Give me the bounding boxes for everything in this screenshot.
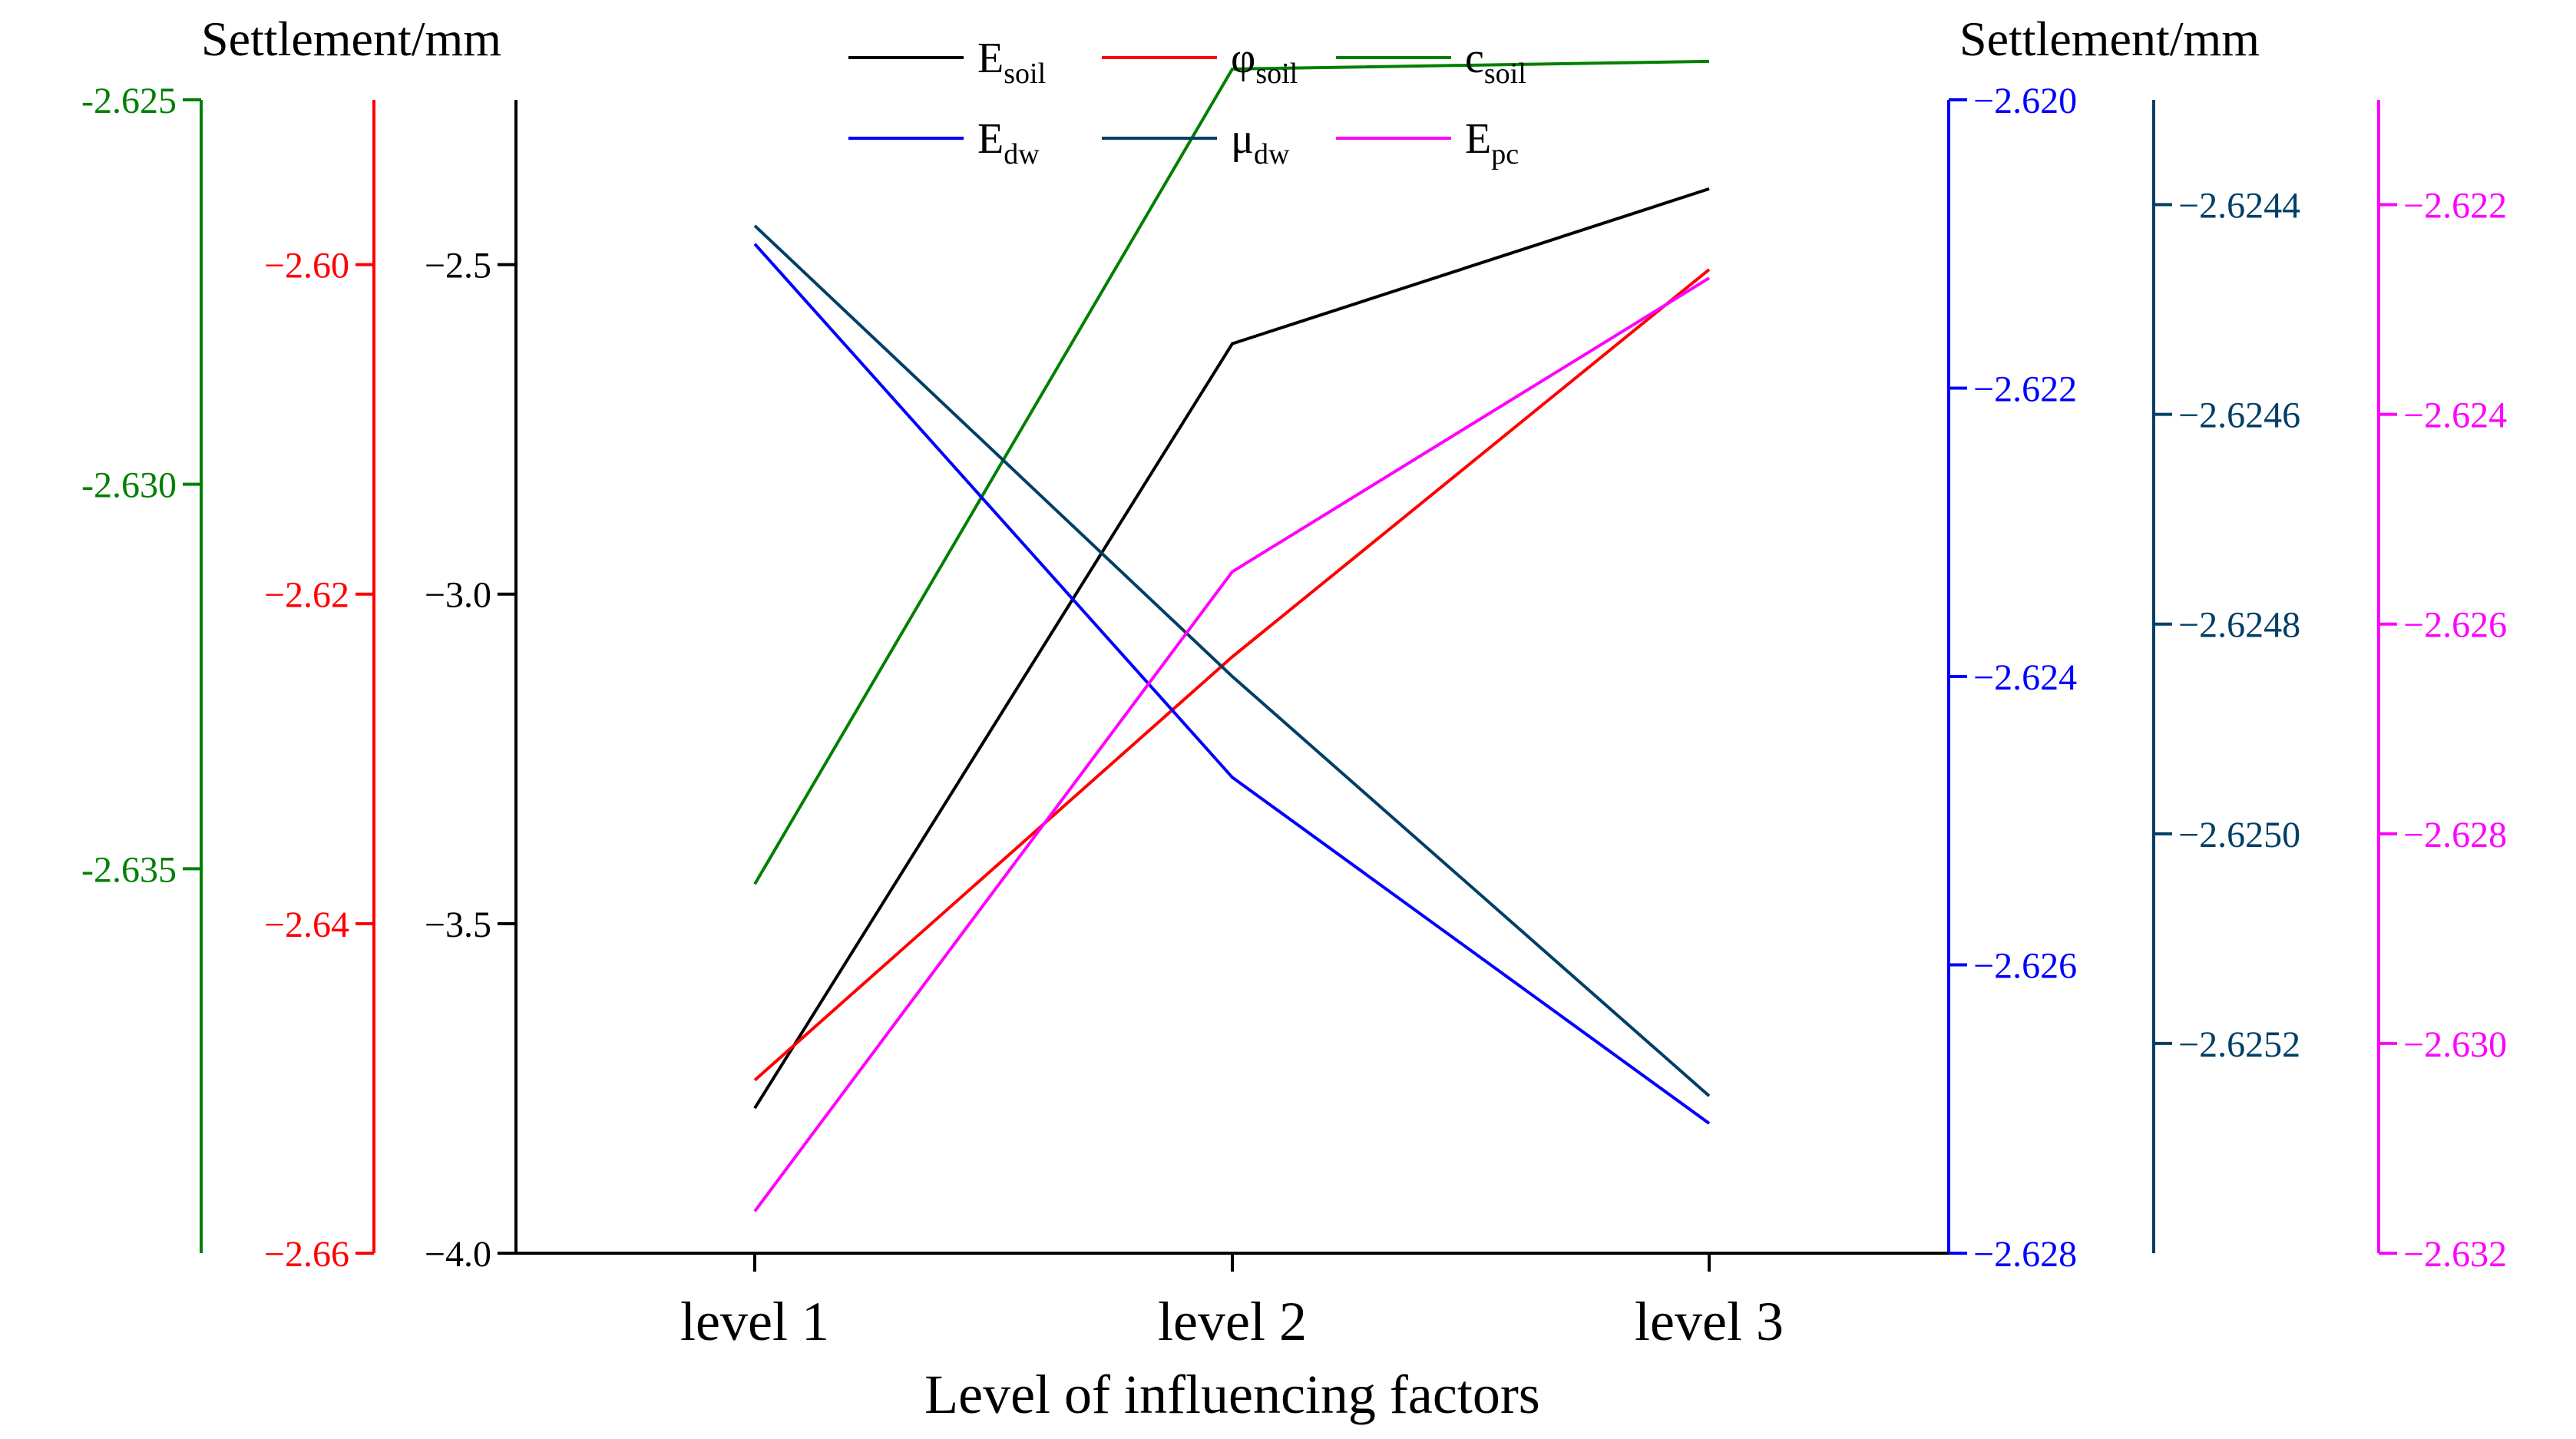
x-tick-label: level 3 bbox=[1635, 1291, 1784, 1352]
series-line--dw-4 bbox=[753, 224, 1711, 1097]
phi-soil-axis: −2.60 −2.62 −2.64 −2.66 bbox=[264, 100, 375, 1275]
tick-label: −3.0 bbox=[425, 575, 491, 616]
series-line-E-soil-0 bbox=[753, 187, 1710, 1110]
tick-label: −2.6248 bbox=[2178, 605, 2300, 646]
tick-label: −2.624 bbox=[1973, 657, 2077, 698]
x-axis: level 1 level 2 level 3 bbox=[516, 1252, 1949, 1352]
x-tick-label: level 2 bbox=[1158, 1291, 1307, 1352]
series-line-E-dw-3 bbox=[753, 243, 1711, 1125]
tick-label: −2.622 bbox=[2403, 186, 2507, 227]
legend-label: Edw bbox=[977, 115, 1040, 170]
legend-subscript: dw bbox=[1004, 138, 1040, 170]
legend-label: Esoil bbox=[977, 35, 1046, 90]
tick-label: -2.625 bbox=[81, 81, 177, 121]
tick-label: −2.60 bbox=[264, 246, 349, 286]
right-axis-title: Settlement/mm bbox=[1959, 12, 2260, 66]
tick-label: -2.635 bbox=[81, 849, 177, 890]
tick-label: −2.66 bbox=[264, 1234, 349, 1275]
legend-label: csoil bbox=[1465, 35, 1526, 90]
tick-label: −2.6244 bbox=[2178, 186, 2300, 227]
legend-item: φsoil bbox=[1102, 35, 1298, 90]
tick-label: −2.62 bbox=[264, 575, 349, 616]
tick-label: −2.628 bbox=[2403, 815, 2507, 855]
legend-subscript: dw bbox=[1254, 138, 1290, 170]
x-axis-title: Level of influencing factors bbox=[924, 1364, 1540, 1425]
legend-item: Esoil bbox=[848, 35, 1046, 90]
legend-subscript: soil bbox=[1004, 58, 1046, 90]
tick-label: −2.5 bbox=[425, 246, 491, 286]
tick-label: −2.626 bbox=[2403, 605, 2507, 646]
legend-item: Epc bbox=[1336, 115, 1519, 170]
tick-label: −2.64 bbox=[264, 905, 349, 945]
tick-label: −2.620 bbox=[1973, 81, 2077, 121]
legend-item: Edw bbox=[848, 115, 1040, 170]
tick-label: -2.630 bbox=[81, 465, 177, 506]
c-soil-axis: -2.625 -2.630 -2.635 bbox=[81, 81, 203, 1253]
left-axis-title: Settlement/mm bbox=[201, 12, 501, 66]
x-tick-label: level 1 bbox=[680, 1291, 829, 1352]
tick-label: −2.624 bbox=[2403, 395, 2507, 436]
tick-label: −3.5 bbox=[425, 905, 491, 945]
tick-label: −2.6252 bbox=[2178, 1024, 2300, 1065]
series-line-c-soil-2 bbox=[753, 59, 1710, 885]
legend-label: Epc bbox=[1465, 115, 1519, 170]
legend-subscript: soil bbox=[1255, 58, 1298, 90]
mu-dw-axis: −2.6244 −2.6246 −2.6248 −2.6250 −2.6252 bbox=[2152, 100, 2300, 1253]
legend-subscript: pc bbox=[1491, 138, 1519, 170]
tick-label: −2.630 bbox=[2403, 1024, 2507, 1065]
series-line--soil-1 bbox=[753, 268, 1711, 1082]
series-layer bbox=[753, 59, 1711, 1212]
legend-subscript: soil bbox=[1484, 58, 1526, 90]
tick-label: −2.626 bbox=[1973, 946, 2077, 987]
e-dw-axis: −2.620 −2.622 −2.624 −2.626 −2.628 bbox=[1947, 81, 2077, 1275]
tick-label: −2.6246 bbox=[2178, 395, 2300, 436]
tick-label: −2.6250 bbox=[2178, 815, 2300, 855]
e-pc-axis: −2.622 −2.624 −2.626 −2.628 −2.630 −2.632 bbox=[2377, 100, 2507, 1275]
axes-layer: -2.625-2.630-2.635−2.60−2.62−2.64−2.66−2… bbox=[81, 81, 2507, 1275]
series-line-E-pc-5 bbox=[753, 276, 1711, 1212]
legend: Esoil φsoil csoil Edw μdw Epc bbox=[848, 35, 1526, 170]
tick-label: −4.0 bbox=[425, 1234, 491, 1275]
tick-label: −2.622 bbox=[1973, 369, 2077, 410]
legend-item: μdw bbox=[1102, 115, 1290, 170]
legend-label: μdw bbox=[1231, 115, 1290, 170]
e-soil-axis: −2.5 −3.0 −3.5 −4.0 bbox=[425, 100, 518, 1275]
tick-label: −2.628 bbox=[1973, 1234, 2077, 1275]
legend-item: csoil bbox=[1336, 35, 1526, 90]
legend-label: φsoil bbox=[1231, 35, 1298, 90]
tick-label: −2.632 bbox=[2403, 1234, 2507, 1275]
